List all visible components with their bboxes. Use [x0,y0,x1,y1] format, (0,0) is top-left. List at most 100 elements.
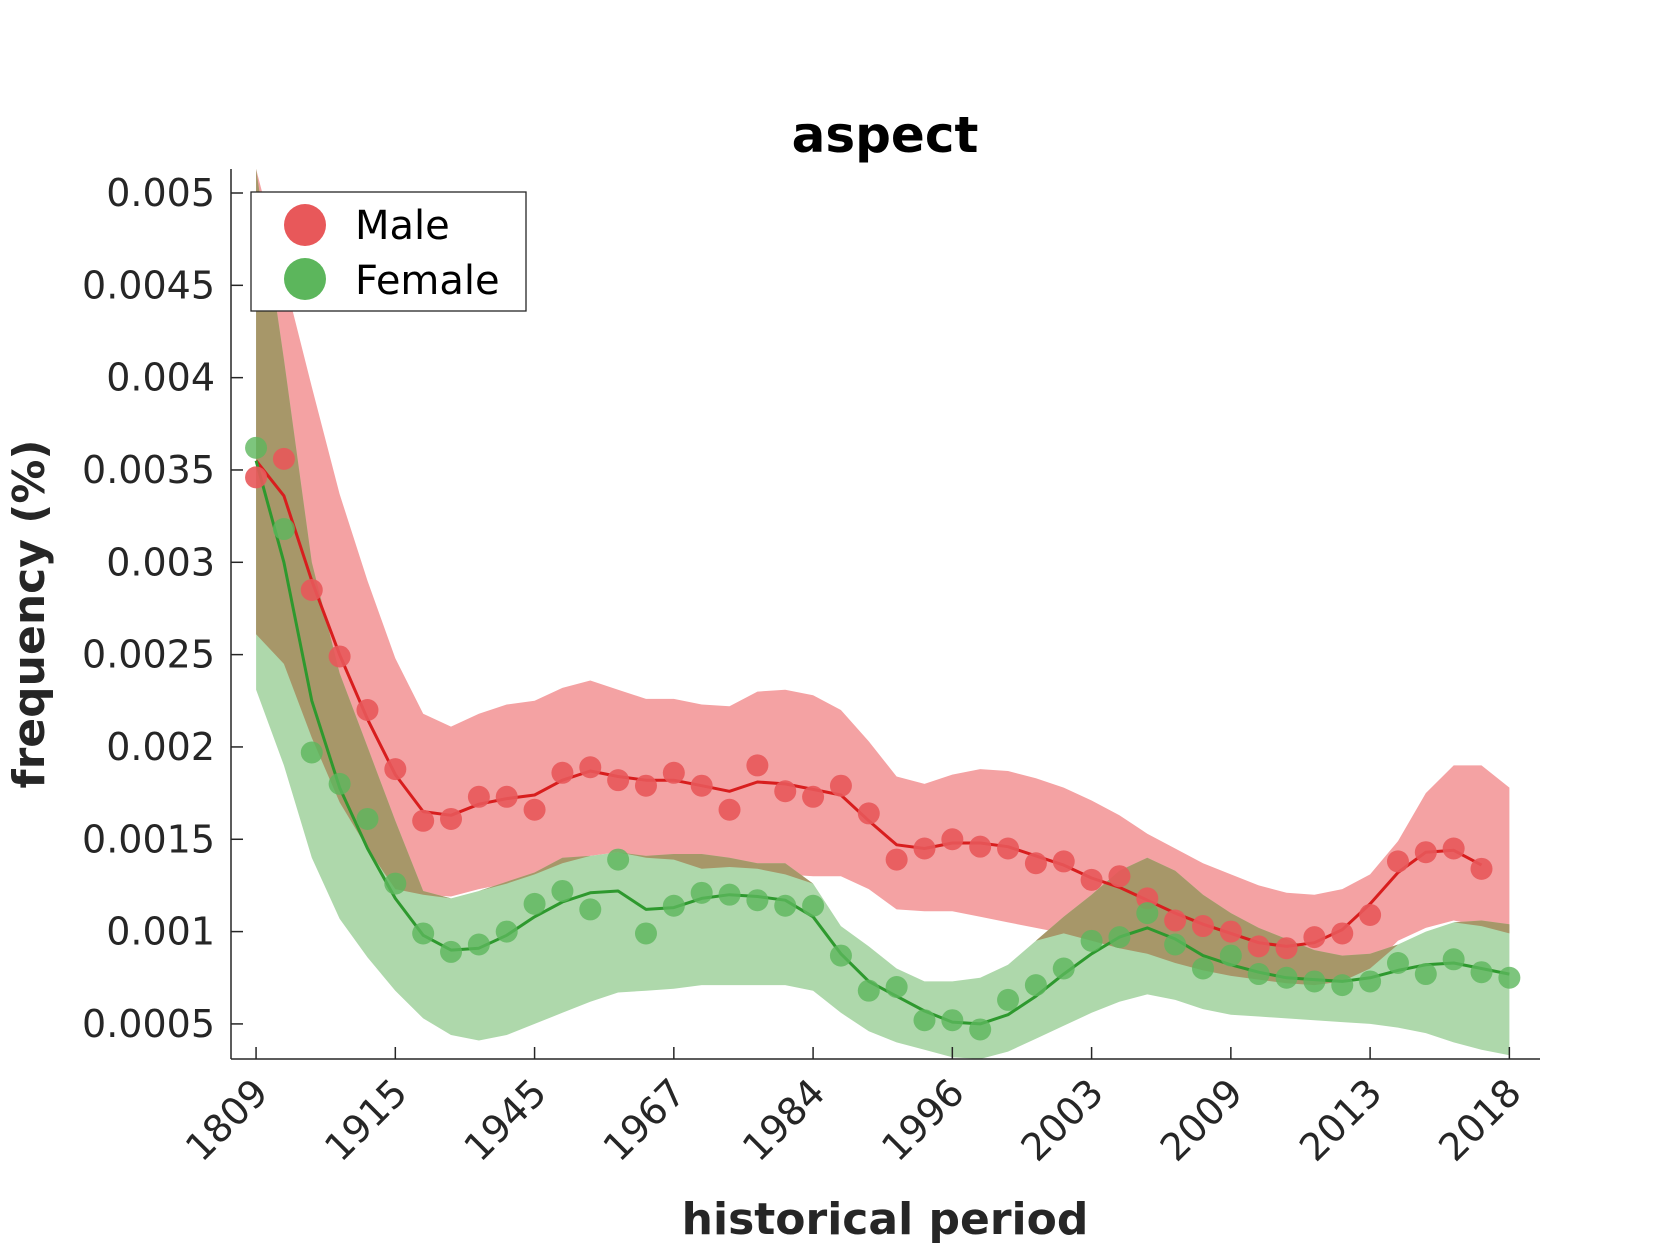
point-female [941,1009,964,1032]
point-female [272,518,295,541]
y-tick-label: 0.003 [106,540,215,584]
point-male [662,761,685,784]
point-female [1359,970,1382,993]
point-female [1414,963,1437,986]
point-male [245,466,268,489]
point-female [690,881,713,904]
legend-marker-male [284,204,326,246]
y-tick-label: 0.004 [106,356,215,400]
point-male [885,848,908,871]
point-male [1442,837,1465,860]
legend-label-female: Female [355,258,500,304]
point-female [774,894,797,917]
point-female [356,807,379,830]
point-female [913,1009,936,1032]
y-tick-label: 0.001 [106,910,215,954]
point-female [551,879,574,902]
y-axis-title: frequency (%) [4,439,55,788]
y-tick-label: 0.0045 [82,263,215,307]
point-female [1136,902,1159,925]
point-female [802,894,825,917]
axes [230,169,1540,1060]
legend: Male Female [250,191,527,312]
point-female [328,772,351,795]
y-tick-label: 0.0015 [82,817,215,861]
point-male [1470,857,1493,880]
point-male [1080,868,1103,891]
point-female [1192,957,1215,980]
y-tick-label: 0.002 [106,725,215,769]
point-female [718,883,741,906]
point-male [718,798,741,821]
legend-label-male: Male [355,203,450,249]
point-male [579,756,602,779]
y-tick-label: 0.0035 [82,448,215,492]
y-ticks: 0.0005 0.001 0.0015 0.002 0.0025 0.003 0.0035 0… [82,171,243,1046]
point-male [272,447,295,470]
point-female [634,922,657,945]
point-female [467,933,490,956]
point-female [1247,963,1270,986]
point-female [1080,929,1103,952]
point-male [1386,850,1409,873]
point-male [1247,935,1270,958]
data-points [245,436,1521,1041]
point-male [969,835,992,858]
point-female [245,436,268,459]
point-male [997,837,1020,860]
point-male [440,807,463,830]
point-female [1498,966,1521,989]
chart-title: aspect [792,106,979,164]
point-male [384,758,407,781]
point-female [579,898,602,921]
point-male [1164,909,1187,932]
point-male [523,798,546,821]
point-male [1024,852,1047,875]
point-female [969,1018,992,1041]
point-male [1414,841,1437,864]
point-male [356,699,379,722]
point-male [300,578,323,601]
point-male [690,774,713,797]
point-male [328,645,351,668]
point-male [495,785,518,808]
point-female [1164,933,1187,956]
point-male [634,774,657,797]
point-male [607,769,630,792]
point-female [746,889,769,912]
point-female [1052,957,1075,980]
point-male [1192,915,1215,938]
point-female [1303,970,1326,993]
point-male [1359,903,1382,926]
point-female [997,988,1020,1011]
point-female [662,894,685,917]
point-male [746,754,769,777]
point-female [1331,974,1354,997]
y-tick-label: 0.0025 [82,633,215,677]
point-female [523,892,546,915]
point-male [1219,920,1242,943]
y-tick-label: 0.0005 [82,1002,215,1046]
point-male [802,785,825,808]
point-female [300,741,323,764]
point-female [857,979,880,1002]
point-female [885,975,908,998]
point-female [1386,951,1409,974]
point-male [857,802,880,825]
point-female [1219,944,1242,967]
point-male [829,774,852,797]
point-female [607,848,630,871]
point-male [551,761,574,784]
point-male [1303,926,1326,949]
trend-line-female [254,460,1510,1026]
point-male [1052,850,1075,873]
point-male [941,828,964,851]
point-male [1275,937,1298,960]
point-male [1108,865,1131,888]
point-male [412,809,435,832]
point-male [913,837,936,860]
legend-marker-female [284,258,326,300]
point-female [1275,966,1298,989]
point-female [1470,961,1493,984]
